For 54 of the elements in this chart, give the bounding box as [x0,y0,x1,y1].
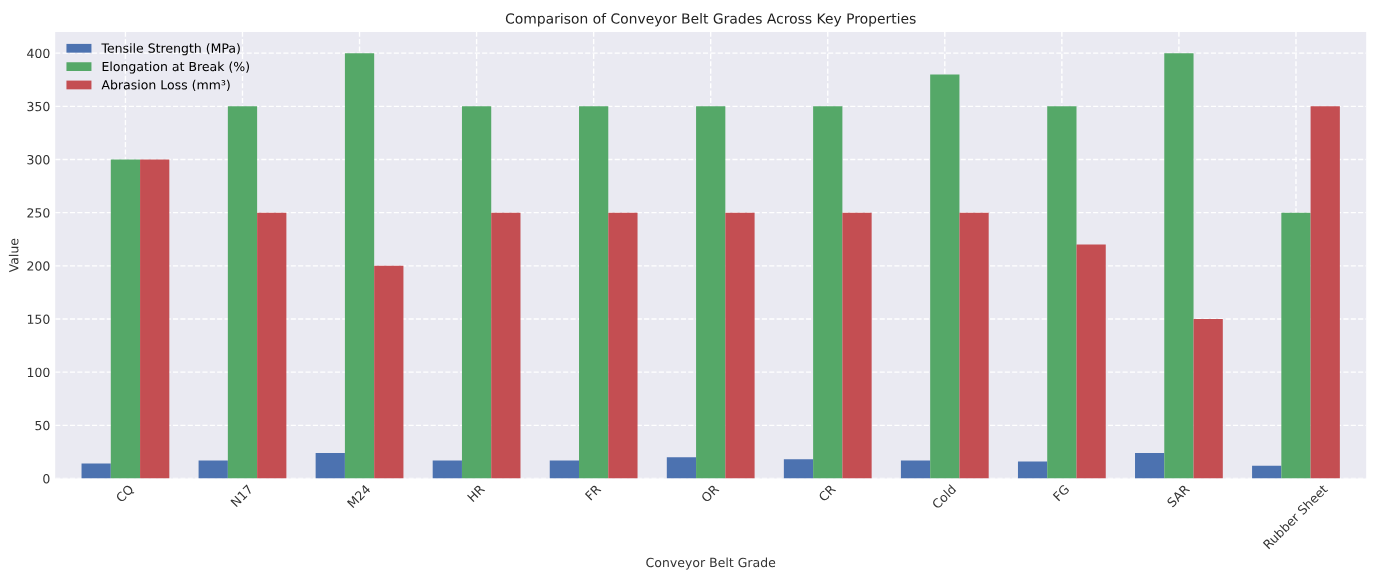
y-tick-label: 400 [27,48,50,59]
x-tick-label: CQ [115,484,136,504]
x-tick-label: FG [1052,484,1070,502]
bar [1135,452,1165,479]
x-tick-label: FR [584,483,602,501]
bar [813,106,843,479]
bar [1252,465,1282,479]
legend-label: Abrasion Loss (mm³) [101,79,230,91]
legend-label: Elongation at Break (%) [102,61,249,74]
bar [227,106,258,479]
y-tick-label: 100 [27,367,50,378]
x-tick-label: CR [817,483,837,503]
bar [491,212,521,479]
x-tick-label: HR [467,483,486,502]
bar [344,53,375,479]
bar [959,212,989,479]
bar [696,106,726,479]
bar [1281,212,1311,479]
y-tick-label: 350 [27,101,50,112]
bar [81,463,111,479]
y-tick-label: 150 [27,314,50,324]
bar [725,212,755,479]
bar [1076,244,1106,479]
bar [579,106,609,479]
bar [1017,461,1048,479]
bar [374,265,404,479]
bar [930,74,960,479]
y-tick-label: 250 [27,208,50,218]
bar [110,159,141,479]
x-tick-label: OR [700,483,720,503]
bar [549,460,580,479]
bar [1164,53,1194,479]
bar [900,460,931,479]
bar [842,212,872,479]
bar [257,212,287,479]
bar [140,159,170,479]
bar [432,460,462,479]
x-axis-title: Conveyor Belt Grade [646,557,776,570]
bar [1193,319,1223,479]
bar [1047,106,1077,479]
bar [315,452,345,479]
chart-title: Comparison of Conveyor Belt Grades Across Key Properties [505,13,916,27]
bar [666,457,697,479]
y-tick-label: 50 [35,420,50,431]
y-axis-title: Value [8,238,19,273]
bar [461,106,492,479]
bar [608,212,638,479]
bar [1310,106,1340,479]
y-tick-label: 300 [27,154,50,165]
bar [783,459,814,479]
y-tick-label: 200 [27,261,50,271]
legend-label: Tensile Strength (MPa) [101,43,240,56]
y-tick-label: 0 [43,473,50,484]
bar [198,460,228,479]
